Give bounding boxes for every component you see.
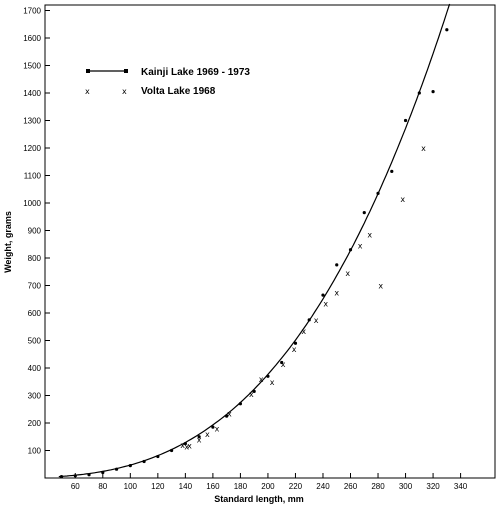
volta-point-19: x — [378, 282, 383, 291]
kainji-point-17 — [293, 341, 298, 345]
kainji-point-18 — [307, 318, 311, 322]
y-axis-ticks: 100 200 300 400 500 600 700 800 900 1000 1100 1200 1… — [23, 7, 50, 456]
volta-point-21: x — [421, 144, 426, 153]
volta-point-8: x — [259, 375, 264, 384]
y-tick-label-800: 800 — [28, 254, 42, 263]
plot-frame — [44, 4, 496, 479]
legend-label-kainji: Kainji Lake 1969 - 1973 — [141, 67, 250, 78]
volta-point-20: x — [400, 195, 405, 204]
y-tick-label-1400: 1400 — [23, 89, 41, 98]
volta-point-17: x — [358, 242, 363, 251]
x-tick-label-100: 100 — [124, 482, 138, 491]
x-tick-label-240: 240 — [316, 482, 330, 491]
x-tick-label-340: 340 — [454, 482, 468, 491]
legend-marker-kainji-right — [124, 69, 128, 73]
kainji-point-11 — [211, 425, 215, 429]
volta-point-4: x — [205, 430, 210, 439]
kainji-point-15 — [266, 374, 270, 378]
y-tick-label-1500: 1500 — [23, 62, 41, 71]
kainji-point-1 — [73, 474, 77, 478]
volta-point-13: x — [314, 316, 319, 325]
x-tick-label-120: 120 — [151, 482, 165, 491]
kainji-point-2 — [87, 473, 91, 477]
volta-point-15: x — [334, 288, 339, 297]
kainji-point-22 — [362, 211, 366, 215]
x-tick-label-180: 180 — [234, 482, 248, 491]
kainji-point-7 — [156, 454, 160, 459]
volta-point-1: x — [184, 442, 189, 451]
y-tick-label-1100: 1100 — [24, 172, 42, 181]
x-tick-label-260: 260 — [344, 482, 358, 491]
kainji-point-13 — [238, 402, 243, 406]
y-tick-label-1300: 1300 — [23, 117, 41, 126]
x-tick-label-320: 320 — [426, 482, 440, 491]
kainji-point-26 — [417, 91, 421, 95]
kainji-point-8 — [170, 448, 174, 453]
volta-point-16: x — [345, 269, 350, 278]
y-tick-label-400: 400 — [28, 364, 42, 373]
volta-point-14: x — [323, 299, 328, 308]
legend: Kainji Lake 1969 - 1973 x x Volta Lake 1… — [85, 67, 250, 97]
volta-point-9: x — [270, 378, 275, 387]
kainji-point-23 — [376, 191, 380, 195]
kainji-points — [59, 28, 449, 479]
volta-point-11: x — [292, 345, 297, 354]
y-tick-label-900: 900 — [28, 227, 42, 236]
volta-point-2: x — [187, 442, 192, 451]
y-tick-label-100: 100 — [28, 447, 42, 456]
x-tick-label-60: 60 — [71, 482, 80, 491]
volta-point-3: x — [197, 436, 202, 445]
kainji-point-25 — [403, 118, 408, 123]
kainji-point-10 — [197, 435, 201, 439]
x-tick-label-140: 140 — [179, 482, 193, 491]
x-axis-ticks: 60 80 100 120 140 160 180 200 220 240 260 280 300 320… — [71, 473, 468, 491]
legend-marker-volta-left: x — [85, 87, 90, 96]
y-tick-label-1200: 1200 — [23, 144, 41, 153]
volta-point-10: x — [281, 360, 286, 369]
legend-marker-volta-right: x — [122, 87, 127, 96]
y-tick-label-600: 600 — [28, 309, 42, 318]
y-tick-label-300: 300 — [28, 392, 42, 401]
kainji-point-27 — [431, 90, 435, 94]
kainji-point-3 — [101, 470, 105, 475]
y-tick-label-1000: 1000 — [23, 199, 41, 208]
kainji-point-20 — [335, 263, 339, 267]
y-tick-label-200: 200 — [28, 419, 42, 428]
kainji-point-19 — [321, 293, 325, 297]
y-tick-label-700: 700 — [28, 282, 42, 291]
y-tick-label-1700: 1700 — [23, 7, 41, 16]
kainji-point-0 — [59, 475, 64, 479]
volta-point-5: x — [215, 425, 220, 434]
kainji-point-6 — [142, 459, 146, 464]
x-tick-label-280: 280 — [371, 482, 385, 491]
y-tick-label-1600: 1600 — [23, 34, 41, 43]
kainji-point-12 — [225, 414, 229, 418]
volta-point-7: x — [249, 390, 254, 399]
kainji-point-5 — [128, 464, 132, 468]
x-tick-label-220: 220 — [289, 482, 303, 491]
kainji-point-14 — [252, 389, 256, 393]
x-tick-label-300: 300 — [399, 482, 413, 491]
volta-point-18: x — [367, 231, 372, 240]
y-tick-label-500: 500 — [28, 337, 42, 346]
kainji-point-28 — [445, 28, 449, 32]
legend-marker-kainji-left — [86, 69, 90, 73]
kainji-point-16 — [280, 360, 284, 365]
legend-label-volta: Volta Lake 1968 — [141, 86, 216, 97]
volta-point-6: x — [227, 409, 232, 418]
volta-point-12: x — [301, 327, 306, 336]
x-tick-label-160: 160 — [206, 482, 220, 491]
volta-point-0: x — [180, 441, 185, 450]
y-axis-title: Weight, grams — [3, 211, 13, 273]
x-tick-label-200: 200 — [261, 482, 275, 491]
kainji-point-21 — [348, 248, 353, 252]
kainji-point-9 — [183, 442, 187, 446]
kainji-point-24 — [390, 169, 394, 173]
fitted-curve — [58, 3, 451, 478]
x-tick-label-80: 80 — [98, 482, 107, 491]
x-axis-title: Standard length, mm — [214, 494, 304, 504]
kainji-point-4 — [114, 467, 119, 471]
